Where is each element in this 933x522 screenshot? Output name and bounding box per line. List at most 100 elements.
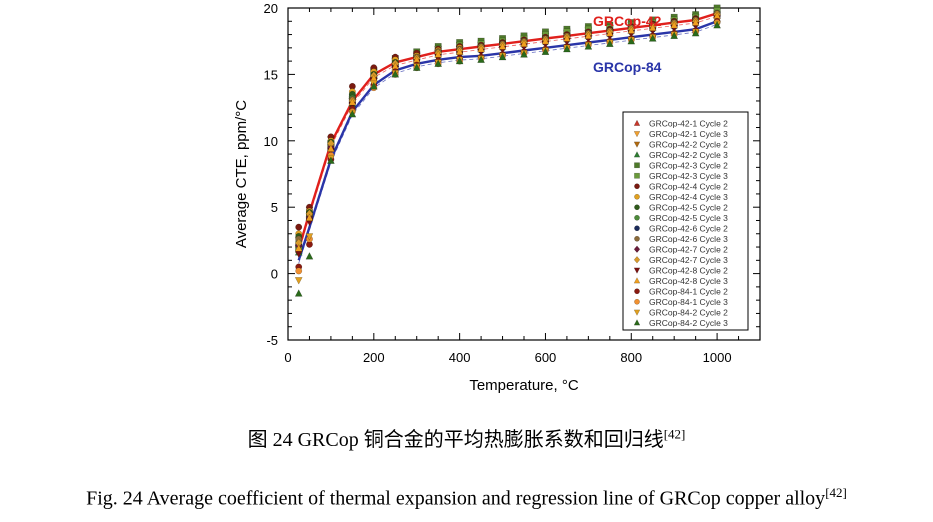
legend-marker [633, 255, 641, 264]
legend-marker [633, 267, 641, 274]
legend-label: GRCop-42-5 Cycle 3 [649, 213, 728, 223]
annotation-grcop-42: GRCop-42 [593, 13, 662, 29]
legend-label: GRCop-42-3 Cycle 2 [649, 160, 728, 170]
x-tick-label: 1000 [703, 350, 732, 365]
x-tick-label: 400 [449, 350, 471, 365]
data-point [295, 267, 303, 275]
data-point [520, 50, 528, 58]
legend-marker [634, 204, 640, 211]
data-point [455, 56, 464, 65]
x-tick-label: 0 [284, 350, 291, 365]
figure-caption-english: Fig. 24 Average coefficient of thermal e… [0, 485, 933, 511]
data-point [305, 251, 314, 260]
data-point [412, 63, 421, 71]
legend-marker [634, 172, 640, 179]
legend-marker [633, 277, 641, 284]
legend-label: GRCop-84-1 Cycle 3 [649, 297, 728, 307]
regression-band-grcop-84 [298, 23, 718, 264]
legend-label: GRCop-42-6 Cycle 2 [649, 223, 728, 233]
data-point [434, 59, 443, 67]
legend-label: GRCop-42-7 Cycle 3 [649, 255, 728, 265]
data-point [498, 42, 507, 50]
legend-label: GRCop-42-3 Cycle 3 [649, 171, 728, 181]
x-axis-label: Temperature, °C [469, 377, 579, 394]
data-point [391, 70, 400, 78]
legend-label: GRCop-84-2 Cycle 3 [649, 318, 728, 328]
data-point [562, 44, 571, 53]
data-point [627, 26, 636, 34]
regression-band-grcop-42 [298, 15, 718, 253]
data-point [541, 36, 550, 45]
data-point [648, 34, 657, 42]
data-point [562, 34, 571, 42]
data-point [369, 81, 378, 90]
data-point [305, 213, 314, 221]
legend-label: GRCop-84-1 Cycle 2 [649, 286, 728, 296]
y-tick-label: 5 [271, 200, 278, 215]
data-point [584, 42, 593, 50]
legend-marker [633, 151, 641, 158]
data-point [294, 243, 303, 252]
legend-label: GRCop-42-1 Cycle 3 [649, 129, 728, 139]
figure-caption-chinese: 图 24 GRCop 铜合金的平均热膨胀系数和回归线[42] [0, 423, 933, 452]
legend-marker [633, 319, 641, 326]
chart-annotations: GRCop-42 GRCop-84 [593, 13, 662, 75]
legend-marker [634, 298, 640, 305]
data-point [348, 109, 357, 118]
data-point [691, 18, 700, 26]
data-point [670, 31, 679, 40]
legend-label: GRCop-42-4 Cycle 3 [649, 192, 728, 202]
legend-label: GRCop-42-8 Cycle 3 [649, 276, 728, 286]
legend-label: GRCop-42-4 Cycle 2 [649, 181, 728, 191]
data-point [648, 23, 657, 32]
data-point [541, 47, 550, 55]
legend-label: GRCop-42-7 Cycle 2 [649, 244, 728, 254]
legend-label: GRCop-42-1 Cycle 2 [649, 118, 728, 128]
legend-label: GRCop-42-2 Cycle 3 [649, 150, 728, 160]
legend-marker [634, 162, 640, 169]
data-point [605, 39, 614, 47]
data-point [295, 223, 303, 231]
data-point [326, 156, 335, 164]
data-point [627, 36, 636, 45]
data-point [326, 144, 335, 152]
y-tick-label: 0 [271, 267, 278, 282]
caption-cn-text: 图 24 GRCop 铜合金的平均热膨胀系数和回归线 [247, 429, 664, 451]
data-point [477, 44, 486, 53]
chart-axes: 0 200 400 600 800 1000 -5 0 5 10 15 20 Temperature, … [233, 1, 761, 394]
x-tick-label: 600 [535, 350, 557, 365]
y-tick-label: 20 [264, 1, 278, 16]
legend-marker [634, 225, 640, 232]
data-point [713, 20, 722, 29]
caption-en-reference: [42] [825, 485, 847, 500]
legend-box [622, 111, 749, 331]
data-points [294, 4, 722, 297]
legend-marker [634, 193, 640, 200]
caption-en-text: Fig. 24 Average coefficient of thermal e… [86, 487, 826, 510]
data-point [691, 28, 700, 37]
data-point [670, 20, 679, 29]
legend-marker [633, 119, 641, 126]
y-tick-label: 10 [264, 134, 278, 149]
data-point [294, 289, 303, 297]
data-point [477, 55, 486, 63]
y-tick-label: 15 [264, 67, 278, 82]
data-point [520, 39, 528, 47]
caption-cn-reference: [42] [663, 426, 686, 442]
y-tick-label: -5 [266, 333, 278, 348]
legend-label: GRCop-42-6 Cycle 3 [649, 234, 728, 244]
cte-chart: 0 200 400 600 800 1000 -5 0 5 10 15 20 Temperature, … [233, 1, 761, 394]
data-point [605, 28, 614, 37]
legend-label: GRCop-42-5 Cycle 2 [649, 202, 728, 212]
data-point [348, 97, 357, 106]
annotation-grcop-84: GRCop-84 [593, 59, 662, 75]
legend-marker [634, 288, 640, 295]
legend-label: GRCop-42-8 Cycle 2 [649, 265, 728, 275]
legend-marker [634, 183, 640, 190]
y-axis-label: Average CTE, ppm/°C [233, 100, 250, 248]
data-point [498, 52, 507, 61]
x-tick-label: 800 [620, 350, 642, 365]
legend-label: GRCop-84-2 Cycle 2 [649, 307, 728, 317]
x-tick-label: 200 [363, 350, 385, 365]
